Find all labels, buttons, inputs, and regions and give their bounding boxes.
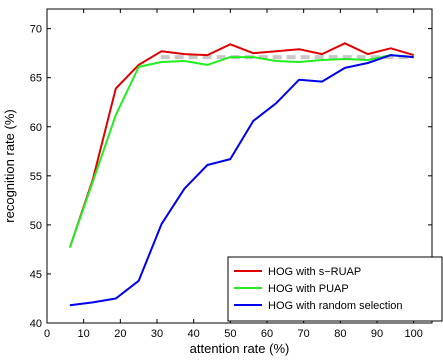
y-tick-label: 50 [30,220,42,232]
series-line-2 [68,54,414,248]
x-tick-label: 80 [334,328,346,340]
y-tick-label: 60 [30,122,42,134]
legend-box [227,256,443,322]
x-tick-label: 10 [78,328,90,340]
legend-label-1: HOG with s−RUAP [268,266,361,278]
y-tick-label: 40 [30,318,42,330]
y-tick-label: 45 [30,269,42,281]
x-tick-label: 30 [151,328,163,340]
x-tick-label: 60 [261,328,273,340]
series-line-1 [68,42,414,248]
x-tick-label: 100 [404,328,422,340]
y-axis-label: recognition rate (%) [2,109,17,222]
plot-frame [46,8,433,324]
x-tick-label: 90 [371,328,383,340]
x-tick-label: 0 [44,328,50,340]
series-line-3 [69,54,414,307]
x-axis-label: attention rate (%) [190,341,290,356]
x-tick-label: 20 [114,328,126,340]
legend: HOG with s−RUAP HOG with PUAP HOG with ran… [227,256,443,322]
x-tick-label: 70 [298,328,310,340]
legend-label-2: HOG with PUAP [268,283,349,295]
legend-label-3: HOG with random selection [268,300,403,312]
y-tick-label: 70 [30,24,42,36]
y-tick-label: 65 [30,73,42,85]
x-tick-label: 40 [188,328,200,340]
series-layer [68,42,414,307]
y-axis: 40 45 50 55 60 65 70 [30,24,432,330]
x-tick-label: 50 [224,328,236,340]
y-tick-label: 55 [30,171,42,183]
